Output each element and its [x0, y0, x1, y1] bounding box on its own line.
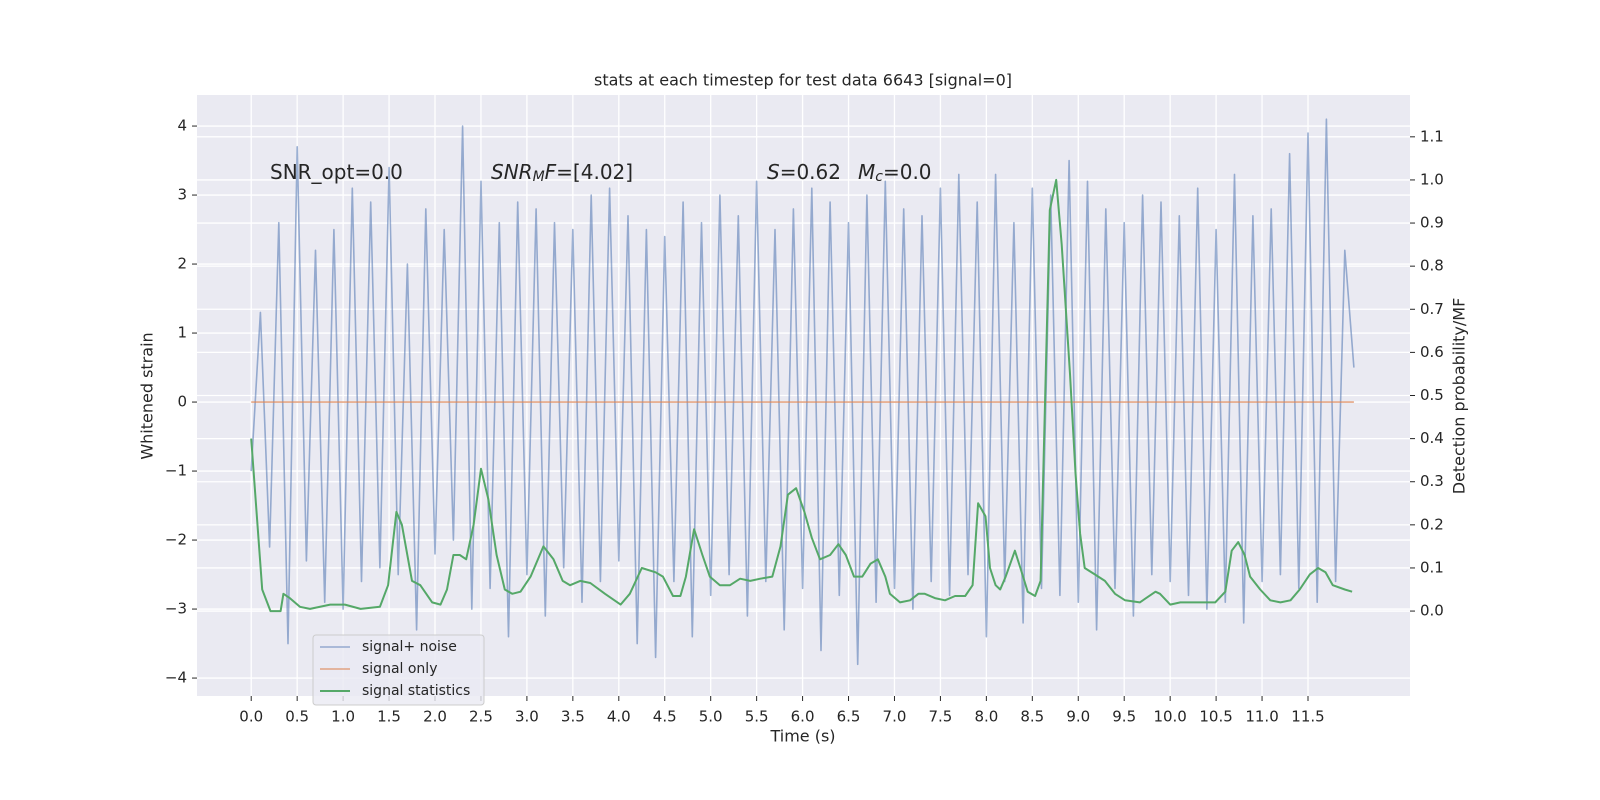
- x-tick-label: 1.0: [331, 708, 355, 726]
- x-tick-label: 3.0: [515, 708, 539, 726]
- x-tick-label: 0.0: [239, 708, 263, 726]
- x-tick-label: 11.5: [1291, 708, 1324, 726]
- annotation-run: =[4.02]: [556, 160, 633, 184]
- annotation: S=0.62: [767, 160, 841, 184]
- y-axis-label: Whitened strain: [138, 332, 157, 459]
- y2-tick-label: 0.4: [1420, 429, 1444, 447]
- y2-tick-label: 0.7: [1420, 300, 1444, 318]
- x-tick-label: 6.0: [791, 708, 815, 726]
- x-tick-label: 8.5: [1020, 708, 1044, 726]
- annotation-run: c: [875, 169, 883, 185]
- y-tick-label: −3: [165, 600, 187, 618]
- legend-label: signal+ noise: [362, 639, 457, 655]
- x-tick-label: 4.0: [607, 708, 631, 726]
- annotation: SNR_opt=0.0: [270, 160, 403, 184]
- x-tick-label: 9.0: [1066, 708, 1090, 726]
- annotation-run: S: [767, 160, 780, 184]
- y2-tick-label: 0.9: [1420, 214, 1444, 232]
- annotation: SNRMF=[4.02]: [491, 160, 633, 186]
- y-tick-label: 2: [177, 255, 187, 273]
- x-tick-label: 10.0: [1153, 708, 1186, 726]
- series-line: [250, 118, 1355, 666]
- chart-title: stats at each timestep for test data 664…: [594, 71, 1012, 90]
- y2-tick-label: 1.1: [1420, 127, 1444, 145]
- y-tick-label: 4: [177, 117, 187, 135]
- x-tick-label: 3.5: [561, 708, 585, 726]
- x-tick-label: 1.5: [377, 708, 401, 726]
- y-tick-label: 3: [177, 186, 187, 204]
- y-tick-label: −2: [165, 531, 187, 549]
- y2-tick-label: 0.8: [1420, 257, 1444, 275]
- x-tick-label: 7.0: [883, 708, 907, 726]
- y-tick-label: 1: [177, 324, 187, 342]
- annotation-run: =0.62: [780, 160, 841, 184]
- x-axis-label: Time (s): [769, 727, 835, 746]
- x-tick-label: 8.0: [974, 708, 998, 726]
- x-tick-label: 11.0: [1245, 708, 1278, 726]
- legend-label: signal only: [362, 661, 437, 677]
- y2-axis-label: Detection probability/MF: [1450, 298, 1469, 495]
- x-tick-label: 5.0: [699, 708, 723, 726]
- series-line: [250, 178, 1353, 613]
- annotation-run: M: [533, 169, 545, 185]
- y-tick-label: 0: [177, 393, 187, 411]
- x-tick-label: 7.5: [928, 708, 952, 726]
- y2-tick-label: 0.3: [1420, 472, 1444, 490]
- annotation-run: SNR_opt=0.0: [270, 160, 403, 184]
- y-tick-label: −1: [165, 462, 187, 480]
- annotation-run: F: [545, 160, 557, 184]
- x-tick-label: 5.5: [745, 708, 769, 726]
- annotation-run: =0.0: [883, 160, 932, 184]
- y2-tick-label: 0.5: [1420, 386, 1444, 404]
- x-tick-label: 2.5: [469, 708, 493, 726]
- x-tick-label: 6.5: [837, 708, 861, 726]
- legend-box: [312, 634, 485, 706]
- legend-label: signal statistics: [362, 683, 470, 699]
- x-tick-label: 9.5: [1112, 708, 1136, 726]
- y-tick-label: −4: [165, 669, 187, 687]
- annotation-run: SNR: [491, 160, 533, 184]
- annotation-run: M: [858, 160, 875, 184]
- y2-tick-label: 0.2: [1420, 515, 1444, 533]
- y2-tick-label: 0.0: [1420, 602, 1444, 620]
- x-tick-label: 10.5: [1199, 708, 1232, 726]
- x-tick-label: 0.5: [285, 708, 309, 726]
- y2-tick-label: 1.0: [1420, 170, 1444, 188]
- y2-tick-label: 0.6: [1420, 343, 1444, 361]
- annotation: Mc=0.0: [858, 160, 932, 186]
- x-tick-label: 4.5: [653, 708, 677, 726]
- y2-tick-label: 0.1: [1420, 558, 1444, 576]
- x-tick-label: 2.0: [423, 708, 447, 726]
